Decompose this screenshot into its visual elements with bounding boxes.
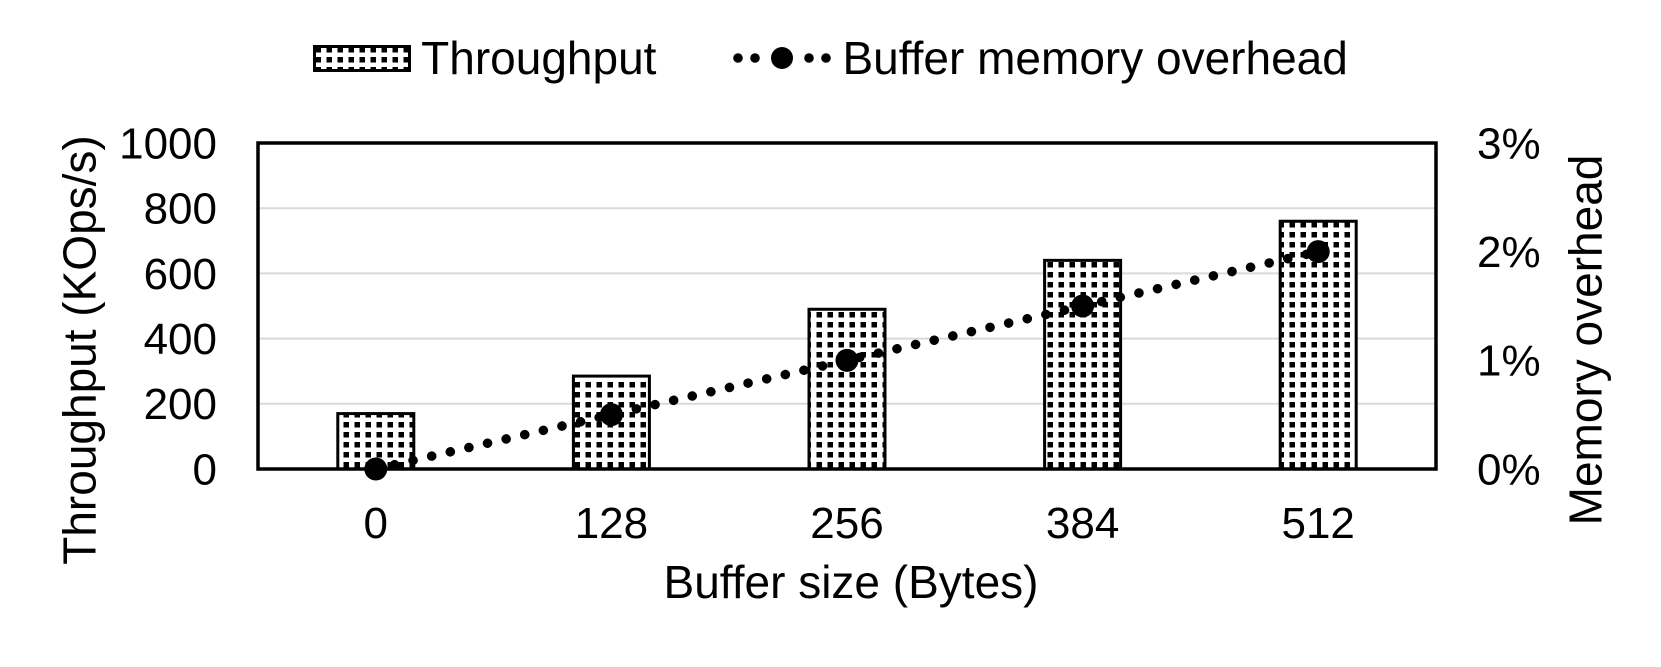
x-axis-tick-label: 384: [1046, 499, 1119, 548]
x-axis-tick-label: 128: [575, 499, 648, 548]
right-axis-tick-label: 0%: [1477, 445, 1541, 494]
overhead-marker: [835, 348, 859, 372]
overhead-marker: [1306, 240, 1330, 264]
plot-border: [256, 141, 1438, 471]
x-axis-tick-label: 512: [1281, 499, 1354, 548]
legend-item-throughput: Throughput: [313, 35, 656, 81]
left-axis-tick-label: 800: [144, 185, 217, 234]
right-axis-tick-label: 2%: [1477, 228, 1541, 277]
x-axis-tick-label: 0: [364, 499, 388, 548]
throughput-bar: [807, 307, 887, 471]
throughput-bar-swatch-icon: [313, 44, 412, 72]
overhead-line-marker-icon: [733, 47, 832, 69]
x-axis-title: Buffer size (Bytes): [663, 556, 1039, 608]
left-axis-tick-label: 200: [144, 380, 217, 429]
throughput-bar: [1043, 258, 1123, 471]
right-axis-tick-label: 3%: [1477, 119, 1541, 168]
x-axis-tick-label: 256: [810, 499, 883, 548]
left-axis-tick-label: 1000: [119, 119, 217, 168]
overhead-marker: [364, 457, 388, 481]
right-axis-tick-label: 1%: [1477, 337, 1541, 386]
overhead-dotted-line: [371, 246, 1323, 474]
legend-label-overhead: Buffer memory overhead: [842, 32, 1348, 84]
chart-legend: Throughput Buffer memory overhead: [0, 26, 1661, 90]
overhead-marker: [599, 403, 623, 427]
legend-item-overhead: Buffer memory overhead: [732, 32, 1348, 84]
overhead-marker: [1071, 294, 1095, 318]
left-axis-tick-label: 400: [144, 315, 217, 364]
legend-label-throughput: Throughput: [421, 32, 657, 84]
left-axis-tick-label: 600: [144, 250, 217, 299]
left-axis-tick-label: 0: [193, 445, 217, 494]
